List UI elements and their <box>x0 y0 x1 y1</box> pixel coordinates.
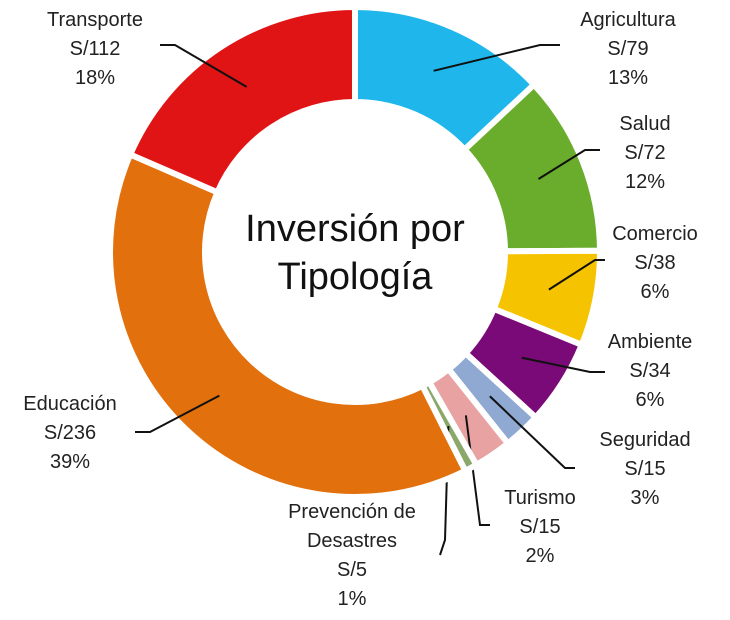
slice-label: Prevención de Desastres S/5 1% <box>267 498 437 614</box>
category-label: Educación <box>23 393 117 415</box>
slice-label: Agricultura S/79 13% <box>543 6 713 93</box>
percent-label: 6% <box>635 389 665 411</box>
value-label: S/15 <box>624 458 666 480</box>
value-label: S/34 <box>629 360 671 382</box>
category-label: Agricultura <box>580 9 676 31</box>
leader-line <box>548 259 605 291</box>
category-label: Prevención de Desastres <box>288 501 416 552</box>
value-label: S/5 <box>336 559 368 581</box>
percent-label: 3% <box>630 487 660 509</box>
percent-label: 2% <box>525 545 555 567</box>
donut-slice <box>107 150 470 500</box>
value-label: S/79 <box>607 38 649 60</box>
slice-label: Seguridad S/15 3% <box>560 426 730 513</box>
slice-label: Salud S/72 12% <box>560 110 730 197</box>
percent-label: 18% <box>74 67 116 89</box>
category-label: Turismo <box>504 487 576 509</box>
value-label: S/112 <box>69 38 121 60</box>
slice-label: Transporte S/112 18% <box>10 6 180 93</box>
value-label: S/15 <box>519 516 561 538</box>
leader-line <box>433 44 560 72</box>
category-label: Comercio <box>612 223 698 245</box>
slice-label: Comercio S/38 6% <box>570 220 730 307</box>
slice-label: Ambiente S/34 6% <box>565 328 730 415</box>
donut-slice <box>126 3 358 197</box>
category-label: Seguridad <box>599 429 691 451</box>
percent-label: 39% <box>49 451 91 473</box>
leader-line <box>537 149 600 180</box>
category-label: Ambiente <box>607 331 693 353</box>
percent-label: 6% <box>640 281 670 303</box>
leader-line <box>160 44 248 88</box>
chart-title: Inversión por Tipología <box>245 208 465 298</box>
percent-label: 13% <box>607 67 649 89</box>
category-label: Salud <box>619 113 671 135</box>
slice-label: Turismo S/15 2% <box>455 484 625 571</box>
percent-label: 1% <box>337 588 367 610</box>
value-label: S/236 <box>43 422 97 444</box>
leader-line <box>135 394 220 433</box>
value-label: S/38 <box>634 252 676 274</box>
slice-label: Educación S/236 39% <box>0 390 155 477</box>
leader-line <box>521 356 605 373</box>
percent-label: 12% <box>624 171 666 193</box>
category-label: Transporte <box>47 9 143 31</box>
value-label: S/72 <box>624 142 666 164</box>
leader-line <box>489 395 575 469</box>
